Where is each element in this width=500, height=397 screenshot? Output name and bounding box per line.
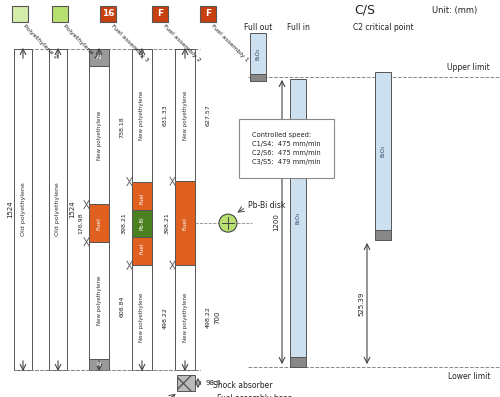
Text: Fuel: Fuel: [140, 243, 144, 254]
Text: Fuel assembly 2: Fuel assembly 2: [162, 23, 202, 62]
Bar: [290, 357, 306, 367]
Text: 525.39: 525.39: [358, 291, 364, 316]
Text: Controlled speed:
C1/S4:  475 mm/min
C2/S6:  475 mm/min
C3/S5:  479 mm/min: Controlled speed: C1/S4: 475 mm/min C2/S…: [252, 132, 321, 165]
Bar: [89, 242, 109, 359]
Bar: [132, 265, 152, 370]
Text: Fuel: Fuel: [140, 193, 144, 204]
Text: C/S: C/S: [354, 4, 376, 17]
Bar: [89, 66, 109, 204]
Bar: [375, 72, 391, 230]
Bar: [89, 49, 109, 66]
Text: Fuel assembly base: Fuel assembly base: [218, 394, 292, 397]
Bar: [152, 6, 168, 22]
Bar: [89, 204, 109, 242]
Text: 1200: 1200: [273, 213, 279, 231]
Text: New polyethylene: New polyethylene: [182, 91, 188, 140]
Text: 98.0: 98.0: [205, 380, 221, 386]
Text: F: F: [157, 10, 163, 19]
Text: B₂O₃: B₂O₃: [380, 145, 386, 157]
Text: New polyethylene: New polyethylene: [182, 293, 188, 342]
Bar: [132, 49, 152, 182]
Bar: [175, 265, 195, 370]
Text: Full in: Full in: [286, 23, 310, 31]
Bar: [132, 210, 152, 237]
Bar: [132, 182, 152, 265]
Bar: [250, 33, 266, 74]
Text: Fuel: Fuel: [182, 217, 188, 229]
Bar: [89, 359, 109, 370]
Bar: [250, 74, 266, 81]
Text: Polyethylene 2: Polyethylene 2: [22, 23, 59, 59]
Text: 16: 16: [102, 10, 114, 19]
Text: New polyethylene: New polyethylene: [96, 110, 102, 160]
Text: Upper limit: Upper limit: [448, 63, 490, 72]
Text: 176.98: 176.98: [78, 212, 84, 234]
Text: Shock absorber: Shock absorber: [213, 380, 272, 389]
Bar: [49, 49, 67, 370]
Bar: [100, 6, 116, 22]
Text: 1524: 1524: [69, 201, 75, 218]
Bar: [290, 79, 306, 357]
Text: Unit: (mm): Unit: (mm): [432, 6, 478, 15]
Text: B₂O₃: B₂O₃: [296, 212, 300, 224]
Text: Fuel: Fuel: [96, 217, 102, 229]
Bar: [12, 6, 28, 22]
Bar: [177, 375, 195, 391]
Text: 398.21: 398.21: [164, 212, 170, 234]
Text: Pb-Bi: Pb-Bi: [140, 217, 144, 230]
Text: Al: Al: [96, 362, 102, 367]
Text: 631.33: 631.33: [162, 104, 168, 126]
Text: 738.18: 738.18: [120, 116, 124, 137]
Text: New polyethylene: New polyethylene: [96, 276, 102, 325]
Bar: [200, 6, 216, 22]
Bar: [175, 181, 195, 265]
Text: 398.21: 398.21: [122, 213, 126, 234]
Bar: [375, 230, 391, 240]
Text: Fuel assembly 3: Fuel assembly 3: [110, 23, 150, 62]
Circle shape: [219, 214, 237, 232]
Text: 498.22: 498.22: [206, 306, 210, 328]
Text: B₂O₃: B₂O₃: [256, 47, 260, 60]
Text: New polyethylene: New polyethylene: [140, 91, 144, 140]
Text: Full out: Full out: [244, 23, 272, 31]
Text: Fuel assembly 1: Fuel assembly 1: [210, 23, 250, 62]
Text: Al: Al: [96, 55, 102, 60]
Text: 700: 700: [214, 311, 220, 324]
Text: F: F: [205, 10, 211, 19]
Text: C2 critical point: C2 critical point: [352, 23, 414, 31]
Text: Old polyethylene: Old polyethylene: [20, 183, 25, 236]
Text: 627.57: 627.57: [206, 104, 210, 126]
Text: Polyethylene 1: Polyethylene 1: [62, 23, 98, 59]
Text: 1524: 1524: [7, 201, 13, 218]
Text: Pb-Bi disk: Pb-Bi disk: [248, 200, 286, 210]
Bar: [52, 6, 68, 22]
Bar: [175, 49, 195, 181]
Text: 498.22: 498.22: [162, 307, 168, 329]
Text: Lower limit: Lower limit: [448, 372, 490, 381]
Text: Old polyethylene: Old polyethylene: [56, 183, 60, 236]
Text: 608.84: 608.84: [120, 295, 124, 317]
Bar: [14, 49, 32, 370]
Text: New polyethylene: New polyethylene: [140, 293, 144, 342]
